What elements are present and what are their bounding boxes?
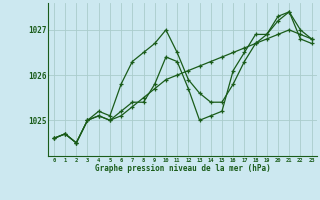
X-axis label: Graphe pression niveau de la mer (hPa): Graphe pression niveau de la mer (hPa) (95, 164, 271, 173)
